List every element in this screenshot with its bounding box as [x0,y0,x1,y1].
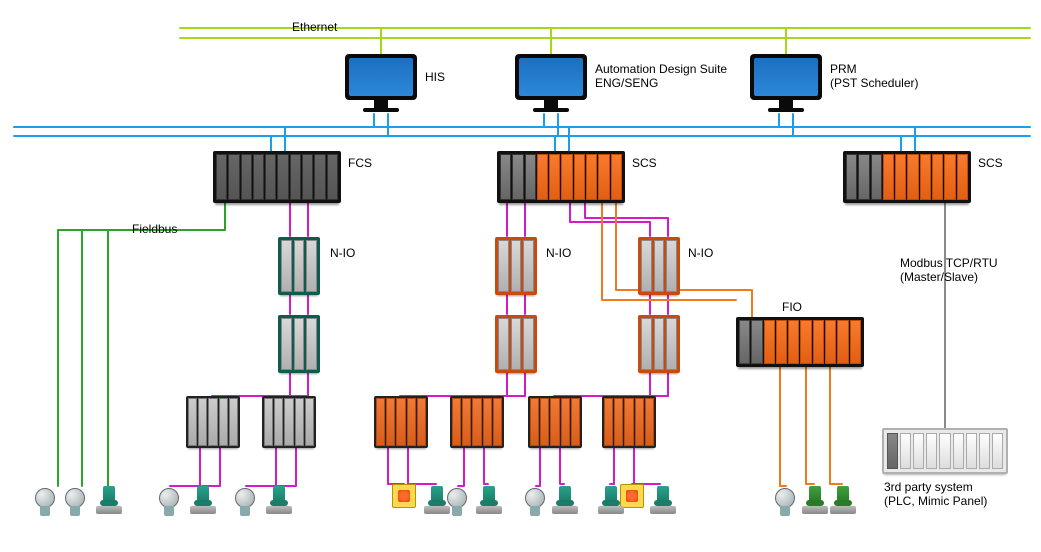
label-fcs: FCS [348,156,372,170]
label-scs-2: SCS [978,156,1003,170]
label-prm: PRM (PST Scheduler) [830,62,918,91]
nio-orange-2 [495,315,537,373]
label-nio-c: N-IO [688,246,713,260]
iobox-or-4 [602,396,656,448]
transmitter-3 [158,488,180,518]
valve-2 [190,486,216,516]
nio-orange-3 [638,237,680,295]
monitor-his [345,54,417,114]
monitor-prm [750,54,822,114]
valve-7 [598,486,624,516]
nio-teal-2 [278,315,320,373]
valve-9 [802,486,828,516]
iobox-or-2 [450,396,504,448]
transmitter-1 [34,488,56,518]
transmitter-7 [774,488,796,518]
monitor-ads [515,54,587,114]
rack-scs-2 [843,151,971,203]
label-nio-b: N-IO [546,246,571,260]
rack-fio [736,317,864,367]
iobox-or-1 [374,396,428,448]
nio-orange-4 [638,315,680,373]
iobox-or-3 [528,396,582,448]
label-nio-a: N-IO [330,246,355,260]
label-fieldbus: Fieldbus [132,222,177,236]
label-modbus: Modbus TCP/RTU (Master/Slave) [900,256,998,285]
transmitter-4 [234,488,256,518]
valve-10 [830,486,856,516]
label-scs-1: SCS [632,156,657,170]
valve-6 [552,486,578,516]
iobox-gray-2 [262,396,316,448]
transmitter-6 [524,488,546,518]
rack-scs-1 [497,151,625,203]
transmitter-2 [64,488,86,518]
iobox-gray-1 [186,396,240,448]
label-third-party: 3rd party system (PLC, Mimic Panel) [884,480,987,509]
label-his: HIS [425,70,445,84]
rack-fcs [213,151,341,203]
nio-teal-1 [278,237,320,295]
label-ethernet: Ethernet [292,20,337,34]
valve-1 [96,486,122,516]
nio-orange-1 [495,237,537,295]
valve-4 [424,486,450,516]
label-fio: FIO [782,300,802,314]
label-ads: Automation Design Suite ENG/SENG [595,62,727,91]
valve-3 [266,486,292,516]
valve-5 [476,486,502,516]
rack-third-party [882,428,1008,474]
safety-switch-1 [392,484,416,508]
valve-8 [650,486,676,516]
